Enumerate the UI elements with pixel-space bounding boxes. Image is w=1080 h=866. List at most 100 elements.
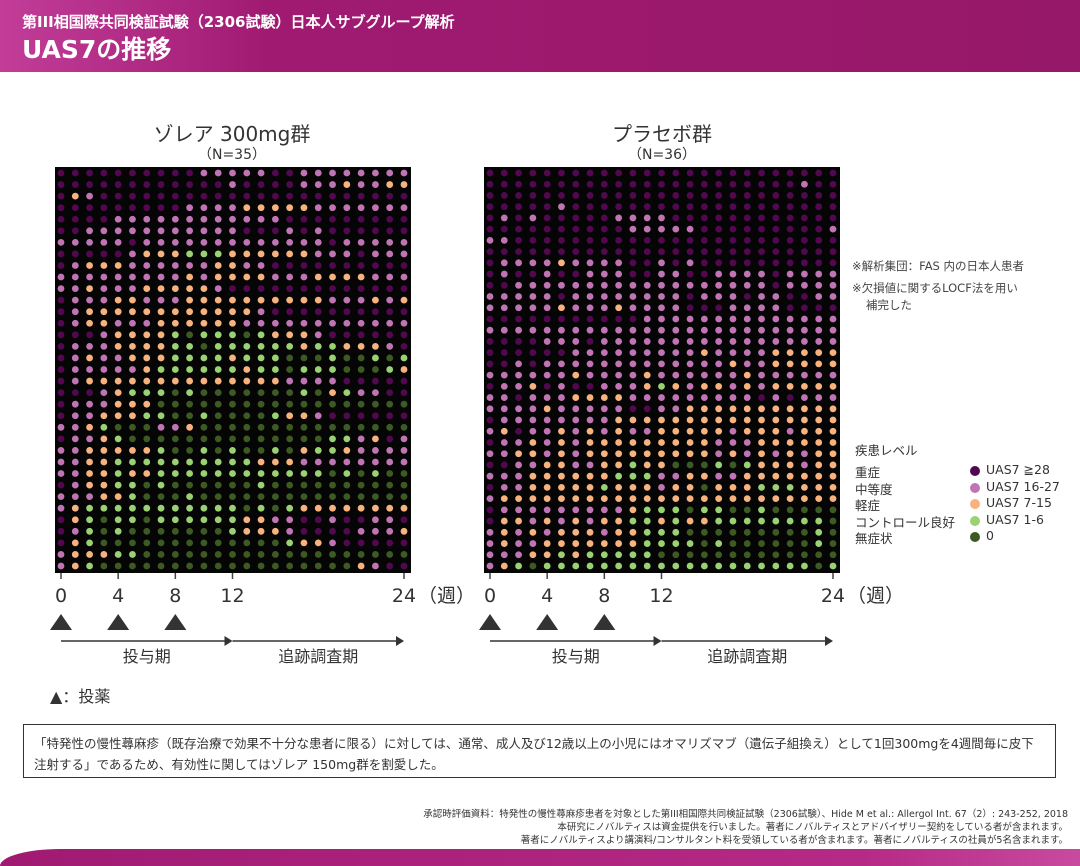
dot-patient5-week14 xyxy=(257,215,265,223)
dot-patient33-week0 xyxy=(57,539,65,547)
dot-patient30-week0 xyxy=(486,495,494,503)
dot-patient22-week16 xyxy=(286,412,294,420)
dot-patient27-week1 xyxy=(500,461,508,469)
dot-patient32-week20 xyxy=(343,527,351,535)
dot-patient13-week16 xyxy=(715,304,723,312)
dot-patient19-week15 xyxy=(271,377,279,385)
dot-patient3-week8 xyxy=(600,192,608,199)
dot-patient23-week0 xyxy=(57,423,65,431)
dot-patient35-week24 xyxy=(829,551,837,559)
dot-patient26-week6 xyxy=(143,458,151,466)
dot-patient20-week10 xyxy=(200,389,208,397)
dot-patient27-week15 xyxy=(700,461,708,469)
dot-patient20-week21 xyxy=(786,382,794,390)
dot-patient7-week16 xyxy=(286,238,294,246)
dot-patient7-week15 xyxy=(271,238,279,246)
dot-patient26-week14 xyxy=(257,458,265,466)
dot-patient27-week17 xyxy=(729,461,737,469)
dot-patient21-week2 xyxy=(515,394,522,401)
dot-patient2-week17 xyxy=(729,180,737,188)
dot-patient25-week20 xyxy=(343,447,351,454)
dot-patient11-week3 xyxy=(529,281,537,289)
dot-patient21-week7 xyxy=(586,394,594,401)
dot-patient10-week23 xyxy=(815,270,823,278)
dot-patient28-week5 xyxy=(558,472,565,480)
dot-patient29-week6 xyxy=(572,484,580,491)
dot-patient12-week3 xyxy=(529,293,537,300)
dot-patient35-week4 xyxy=(114,562,122,570)
page-subtitle: 第III相国際共同検証試験（2306試験）日本人サブグループ解析 xyxy=(22,13,455,31)
dot-patient25-week5 xyxy=(129,447,136,454)
dot-patient15-week6 xyxy=(143,331,151,339)
dot-patient19-week17 xyxy=(729,371,737,379)
dot-patient35-week0 xyxy=(57,562,65,570)
dot-patient30-week7 xyxy=(157,504,165,512)
dot-patient35-week18 xyxy=(314,562,322,570)
dot-patient27-week0 xyxy=(57,470,65,477)
x-tick-label: 4 xyxy=(541,585,553,607)
dot-patient2-week4 xyxy=(543,180,551,188)
dot-patient22-week22 xyxy=(372,412,379,420)
dot-patient21-week4 xyxy=(114,400,122,408)
dot-patient8-week5 xyxy=(129,250,136,258)
dot-patient10-week3 xyxy=(529,270,537,278)
dot-patient33-week1 xyxy=(71,539,79,547)
dot-patient24-week24 xyxy=(829,427,837,435)
dot-patient26-week3 xyxy=(529,450,537,458)
legend-range-label: UAS7 1-6 xyxy=(986,511,1044,527)
dot-patient11-week24 xyxy=(829,281,837,289)
dot-patient18-week23 xyxy=(815,360,823,368)
legend-range-label: UAS7 7-15 xyxy=(986,495,1052,510)
dot-patient10-week19 xyxy=(758,270,765,278)
dot-patient34-week10 xyxy=(629,540,637,547)
dot-patient6-week15 xyxy=(271,227,279,235)
dot-patient16-week12 xyxy=(229,342,236,350)
dot-patient36-week8 xyxy=(600,562,608,570)
dot-patient1-week7 xyxy=(157,169,165,177)
dot-patient9-week19 xyxy=(758,259,765,267)
dot-patient15-week22 xyxy=(801,326,808,334)
dot-patient32-week3 xyxy=(529,517,537,525)
dot-patient32-week14 xyxy=(257,527,265,535)
dot-patient26-week19 xyxy=(329,458,336,466)
dot-patient1-week21 xyxy=(786,169,794,177)
dot-patient33-week13 xyxy=(243,539,251,547)
dot-patient20-week9 xyxy=(615,382,623,390)
dot-patient12-week21 xyxy=(357,296,365,304)
dot-patient35-week11 xyxy=(643,551,651,559)
dot-patient23-week11 xyxy=(643,416,651,424)
dot-patient10-week6 xyxy=(572,270,580,278)
dot-patient33-week10 xyxy=(629,528,637,536)
dot-patient10-week17 xyxy=(300,273,308,281)
dot-patient22-week0 xyxy=(57,412,65,420)
dot-patient21-week8 xyxy=(600,394,608,401)
panel-n-placebo: （N=36） xyxy=(627,147,697,163)
arrow-head-icon xyxy=(224,636,233,646)
dot-patient34-week23 xyxy=(815,540,823,547)
dot-patient12-week23 xyxy=(815,293,823,300)
legend-level-label: 軽症 xyxy=(855,498,881,513)
dot-patient4-week1 xyxy=(71,204,79,212)
dot-patient33-week4 xyxy=(114,539,122,547)
dot-patient4-week19 xyxy=(758,203,765,211)
dot-patient21-week8 xyxy=(171,400,179,408)
dot-patient11-week7 xyxy=(157,285,165,292)
dot-patient29-week10 xyxy=(629,484,637,491)
dot-patient16-week16 xyxy=(286,342,294,350)
dot-patient26-week13 xyxy=(672,450,680,458)
dot-patient24-week4 xyxy=(114,435,122,443)
dot-patient10-week1 xyxy=(71,273,79,281)
dot-patient16-week9 xyxy=(186,342,194,350)
dot-patient6-week9 xyxy=(615,225,623,233)
dot-patient32-week11 xyxy=(643,517,651,525)
dot-patient23-week19 xyxy=(758,416,765,424)
dot-patient9-week13 xyxy=(243,262,251,269)
dot-patient29-week2 xyxy=(515,484,522,491)
dot-patient11-week21 xyxy=(357,285,365,292)
dot-patient13-week8 xyxy=(600,304,608,312)
dot-patient22-week1 xyxy=(71,412,79,420)
dot-patient19-week15 xyxy=(700,371,708,379)
dot-patient11-week15 xyxy=(700,281,708,289)
dot-patient33-week21 xyxy=(357,539,365,547)
dot-patient1-week14 xyxy=(686,169,694,177)
